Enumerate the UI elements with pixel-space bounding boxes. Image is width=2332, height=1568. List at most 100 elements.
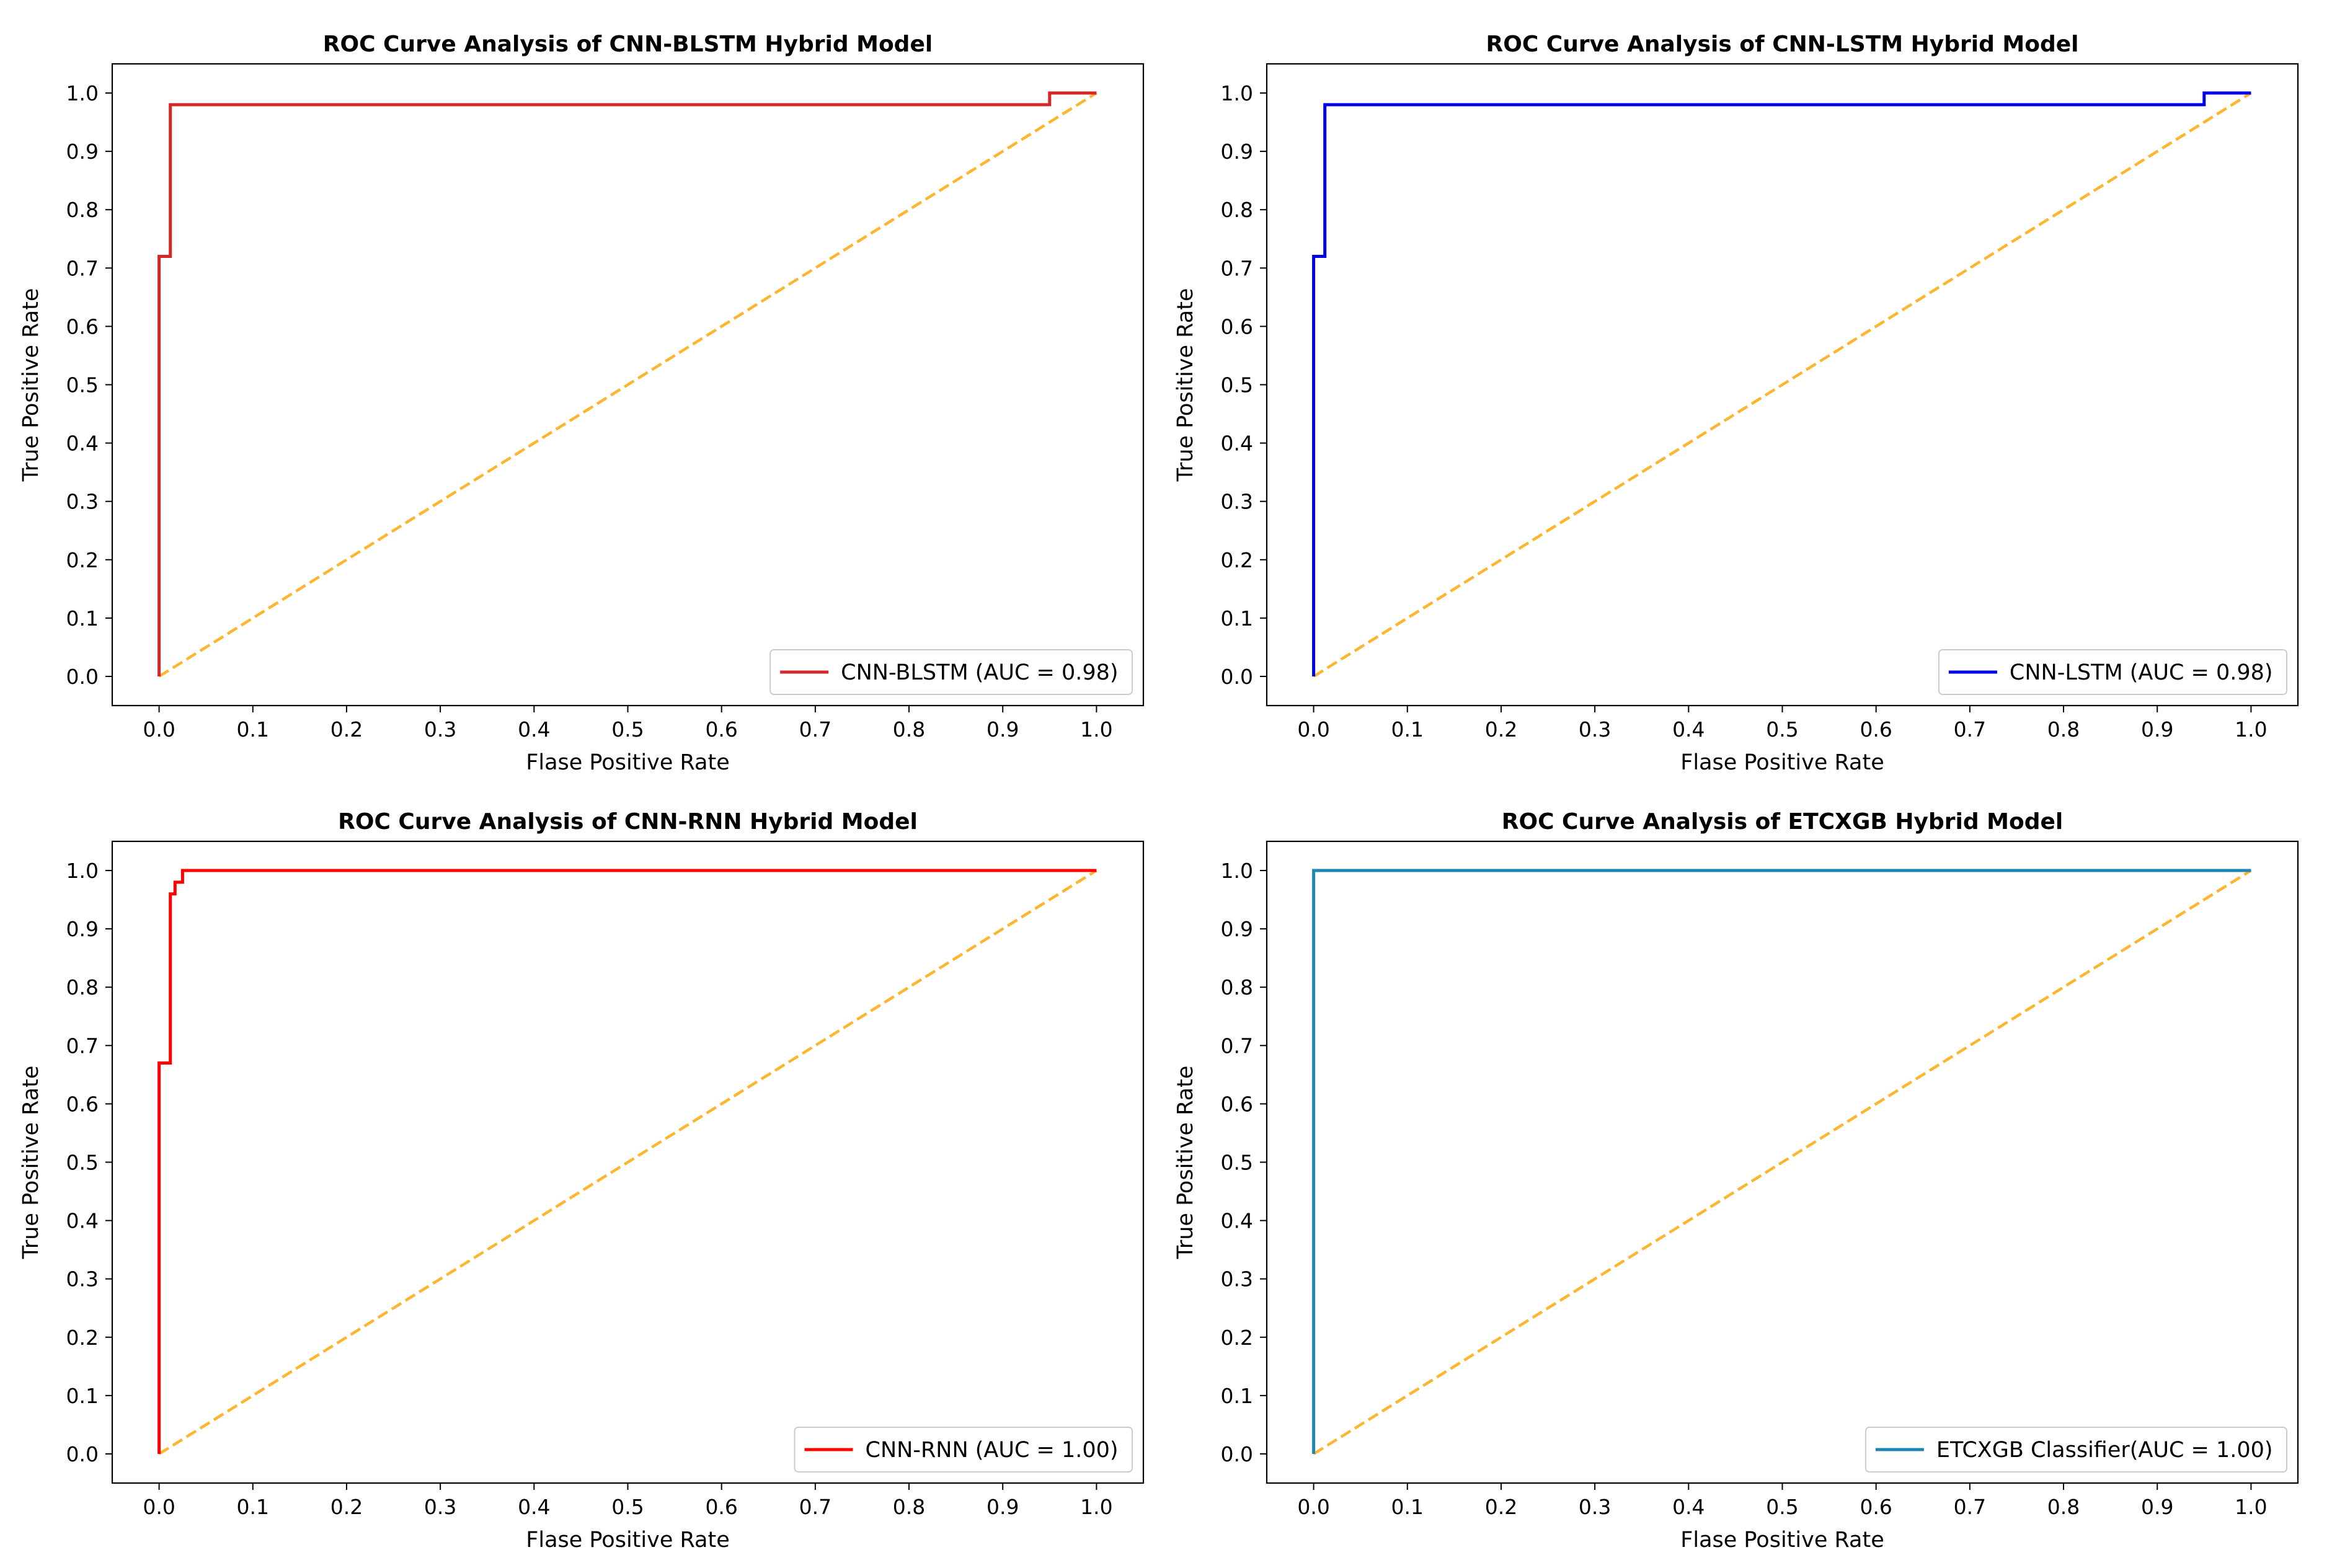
- y-tick-label: 1.0: [1221, 859, 1253, 883]
- x-tick-label: 0.6: [1860, 717, 1892, 742]
- chart-title: ROC Curve Analysis of CNN-RNN Hybrid Mod…: [338, 809, 918, 835]
- y-tick-label: 0.2: [66, 548, 99, 572]
- roc-panel-2: ROC Curve Analysis of CNN-LSTM Hybrid Mo…: [1173, 32, 2299, 775]
- x-tick-label: 0.7: [799, 717, 831, 742]
- x-tick-label: 1.0: [1080, 1495, 1112, 1519]
- x-tick-label: 0.8: [893, 1495, 925, 1519]
- legend-box: [1864, 1427, 2288, 1473]
- legend: CNN-BLSTM (AUC = 0.98): [769, 649, 1133, 695]
- y-tick-label: 0.1: [66, 606, 99, 631]
- y-tick-label: 0.3: [1221, 1267, 1253, 1291]
- x-axis-label: Flase Positive Rate: [1680, 1528, 1884, 1552]
- x-tick-label: 0.8: [2047, 717, 2080, 742]
- x-tick-label: 0.4: [1672, 1495, 1705, 1519]
- y-tick-label: 0.4: [1221, 432, 1253, 456]
- x-tick-label: 0.5: [1766, 1495, 1798, 1519]
- x-tick-label: 0.2: [1485, 717, 1517, 742]
- y-tick-label: 0.6: [66, 314, 99, 339]
- y-tick-label: 0.8: [1221, 198, 1253, 222]
- roc-curve-line: [1312, 869, 2251, 1454]
- x-tick-label: 0.5: [611, 717, 644, 742]
- x-tick-label: 0.5: [1766, 717, 1798, 742]
- x-tick-label: 0.3: [1579, 717, 1611, 742]
- y-tick-label: 0.0: [1221, 665, 1253, 689]
- y-tick-label: 0.7: [66, 256, 99, 280]
- y-tick-label: 0.2: [1221, 548, 1253, 572]
- y-tick-label: 0.5: [1221, 373, 1253, 397]
- y-tick-label: 0.1: [1221, 606, 1253, 631]
- y-tick-label: 0.7: [1221, 1034, 1253, 1058]
- y-tick-label: 0.4: [66, 432, 99, 456]
- y-tick-label: 0.5: [1221, 1151, 1253, 1175]
- roc-curve-line: [157, 91, 1097, 676]
- y-tick-label: 0.0: [66, 1442, 99, 1466]
- x-tick-label: 0.0: [1297, 717, 1329, 742]
- y-tick-label: 0.9: [1221, 140, 1253, 164]
- y-tick-label: 0.5: [66, 1151, 99, 1175]
- y-tick-label: 1.0: [66, 81, 99, 105]
- legend: ETCXGB Classifier(AUC = 1.00): [1864, 1427, 2288, 1473]
- y-tick-label: 0.2: [1221, 1326, 1253, 1350]
- chart-title: ROC Curve Analysis of CNN-BLSTM Hybrid M…: [323, 32, 933, 57]
- x-tick-label: 0.4: [518, 1495, 550, 1519]
- y-axis-label: True Positive Rate: [19, 1066, 43, 1260]
- y-tick-label: 0.6: [1221, 314, 1253, 339]
- y-tick-label: 0.2: [66, 1326, 99, 1350]
- y-tick-label: 0.9: [66, 917, 99, 941]
- y-tick-label: 0.1: [1221, 1384, 1253, 1408]
- roc-panel-1: ROC Curve Analysis of CNN-BLSTM Hybrid M…: [19, 32, 1145, 775]
- y-axis-label: True Positive Rate: [1173, 288, 1198, 482]
- y-tick-label: 0.6: [1221, 1092, 1253, 1116]
- x-axis-label: Flase Positive Rate: [526, 750, 730, 775]
- legend-label: CNN-BLSTM (AUC = 0.98): [841, 660, 1118, 685]
- x-tick-label: 1.0: [2235, 1495, 2267, 1519]
- x-tick-label: 0.9: [986, 717, 1019, 742]
- legend-box: [794, 1427, 1133, 1473]
- x-tick-label: 0.1: [237, 717, 269, 742]
- x-axis-label: Flase Positive Rate: [526, 1528, 730, 1552]
- x-tick-label: 0.0: [143, 717, 175, 742]
- y-tick-label: 0.6: [66, 1092, 99, 1116]
- x-tick-label: 0.2: [330, 1495, 363, 1519]
- legend-label: CNN-LSTM (AUC = 0.98): [2010, 660, 2273, 685]
- x-tick-label: 0.3: [1579, 1495, 1611, 1519]
- y-tick-label: 1.0: [66, 859, 99, 883]
- y-tick-label: 0.3: [1221, 490, 1253, 514]
- chart-title: ROC Curve Analysis of CNN-LSTM Hybrid Mo…: [1486, 32, 2079, 57]
- x-tick-label: 0.2: [330, 717, 363, 742]
- legend-label: CNN-RNN (AUC = 1.00): [866, 1438, 1119, 1463]
- x-tick-label: 0.0: [1297, 1495, 1329, 1519]
- y-tick-label: 0.0: [1221, 1442, 1253, 1466]
- x-tick-label: 0.1: [237, 1495, 269, 1519]
- y-tick-label: 0.5: [66, 373, 99, 397]
- y-tick-label: 0.7: [66, 1034, 99, 1058]
- x-tick-label: 0.6: [705, 717, 737, 742]
- chance-diagonal-line: [1313, 869, 2252, 1455]
- roc-panel-3: ROC Curve Analysis of CNN-RNN Hybrid Mod…: [19, 809, 1145, 1552]
- y-tick-label: 0.4: [66, 1209, 99, 1233]
- legend: CNN-LSTM (AUC = 0.98): [1938, 649, 2288, 695]
- x-tick-label: 0.8: [2047, 1495, 2080, 1519]
- roc-curve-line: [1312, 91, 2251, 676]
- y-tick-label: 0.1: [66, 1384, 99, 1408]
- y-tick-label: 0.8: [1221, 975, 1253, 999]
- legend-label: ETCXGB Classifier(AUC = 1.00): [1936, 1438, 2273, 1463]
- x-tick-label: 1.0: [1080, 717, 1112, 742]
- y-axis-label: True Positive Rate: [1173, 1066, 1198, 1260]
- x-tick-label: 0.6: [705, 1495, 737, 1519]
- x-axis-label: Flase Positive Rate: [1680, 750, 1884, 775]
- x-tick-label: 0.7: [1954, 717, 1986, 742]
- x-tick-label: 0.4: [518, 717, 550, 742]
- y-tick-label: 0.9: [66, 140, 99, 164]
- legend-box: [1938, 649, 2288, 695]
- x-tick-label: 0.7: [1954, 1495, 1986, 1519]
- legend: CNN-RNN (AUC = 1.00): [794, 1427, 1133, 1473]
- x-tick-label: 0.7: [799, 1495, 831, 1519]
- x-tick-label: 0.9: [986, 1495, 1019, 1519]
- x-tick-label: 0.1: [1391, 1495, 1424, 1519]
- y-tick-label: 0.3: [66, 490, 99, 514]
- y-tick-label: 0.3: [66, 1267, 99, 1291]
- x-tick-label: 0.4: [1672, 717, 1705, 742]
- y-tick-label: 0.8: [66, 198, 99, 222]
- chance-diagonal-line: [158, 92, 1097, 678]
